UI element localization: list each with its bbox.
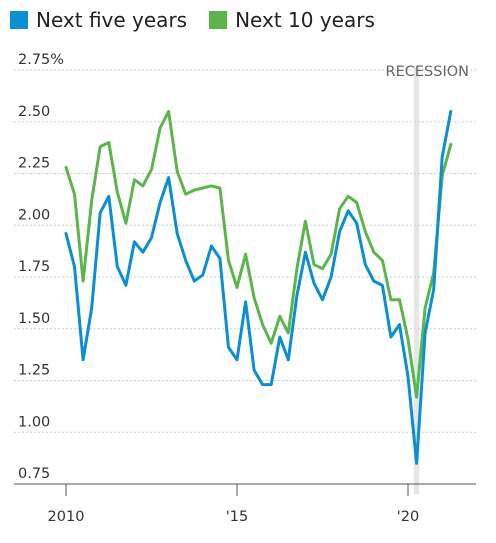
x-tick-label: '15 <box>226 509 248 525</box>
legend-swatch-five-years <box>10 11 28 29</box>
recession-band <box>413 66 420 494</box>
legend-swatch-ten-years <box>209 11 228 29</box>
y-tick-label: 0.75 <box>18 466 50 482</box>
legend-label-five-years: Next five years <box>36 8 188 32</box>
axis-labels: RECESSION 2.75% 2.50 2.25 2.00 1.75 1.50 1.25 1.… <box>14 52 476 525</box>
y-tick-label: 2.00 <box>18 207 50 223</box>
series-lines <box>64 109 453 465</box>
legend-item-five-years: Next five years <box>10 8 187 32</box>
y-tick-label: 1.00 <box>18 414 50 430</box>
series-line-ten-years <box>64 109 453 399</box>
legend-item-ten-years: Next 10 years <box>209 8 375 32</box>
recession-band-layer <box>413 66 420 494</box>
y-tick-label: 2.25 <box>18 156 50 172</box>
x-tick-label: 2010 <box>48 509 85 525</box>
y-tick-label: 2.50 <box>18 104 50 120</box>
y-tick-label: 1.75 <box>18 259 50 275</box>
y-tick-label: 1.50 <box>18 311 50 327</box>
legend-label-ten-years: Next 10 years <box>235 8 375 32</box>
y-tick-label: 2.75% <box>18 52 64 68</box>
recession-label: RECESSION <box>386 64 469 80</box>
series-line-five-years <box>64 109 453 465</box>
chart-legend: Next five years Next 10 years <box>10 8 397 32</box>
x-tick-label: '20 <box>397 509 419 525</box>
y-tick-label: 1.25 <box>18 363 50 379</box>
